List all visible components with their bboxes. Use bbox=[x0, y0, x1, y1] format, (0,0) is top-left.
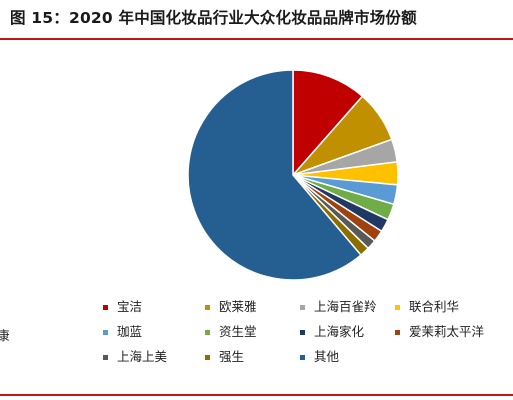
bottom-rule bbox=[0, 394, 513, 396]
legend-swatch bbox=[395, 330, 400, 335]
pie-slice-1 bbox=[292, 69, 364, 176]
legend-label: 宝洁 bbox=[117, 299, 143, 314]
legend-swatch bbox=[300, 305, 305, 310]
legend-label: 上海家化 bbox=[314, 324, 365, 339]
pie-slice-11 bbox=[187, 69, 362, 281]
legend-label: 上海百雀羚 bbox=[314, 299, 377, 314]
legend-swatch bbox=[205, 330, 210, 335]
legend-swatch bbox=[300, 355, 305, 360]
cropped-legend-text: 康 bbox=[0, 328, 10, 343]
legend-label: 上海上美 bbox=[117, 349, 168, 364]
legend-label: 其他 bbox=[314, 349, 340, 364]
legend-swatch bbox=[395, 305, 400, 310]
legend-swatch bbox=[205, 355, 210, 360]
legend-label: 资生堂 bbox=[219, 324, 257, 339]
legend-label: 珈蓝 bbox=[117, 324, 143, 339]
legend-swatch bbox=[103, 330, 108, 335]
legend-swatch bbox=[103, 305, 108, 310]
legend-label: 欧莱雅 bbox=[219, 299, 257, 314]
legend-swatch bbox=[103, 355, 108, 360]
legend-label: 联合利华 bbox=[409, 299, 460, 314]
title-underline bbox=[0, 38, 513, 40]
legend-swatch bbox=[300, 330, 305, 335]
legend-label: 强生 bbox=[219, 349, 245, 364]
chart-title: 图 15：2020 年中国化妆品行业大众化妆品品牌市场份额 bbox=[10, 9, 417, 27]
legend-swatch bbox=[205, 305, 210, 310]
legend-label: 爱茉莉太平洋 bbox=[409, 324, 485, 339]
